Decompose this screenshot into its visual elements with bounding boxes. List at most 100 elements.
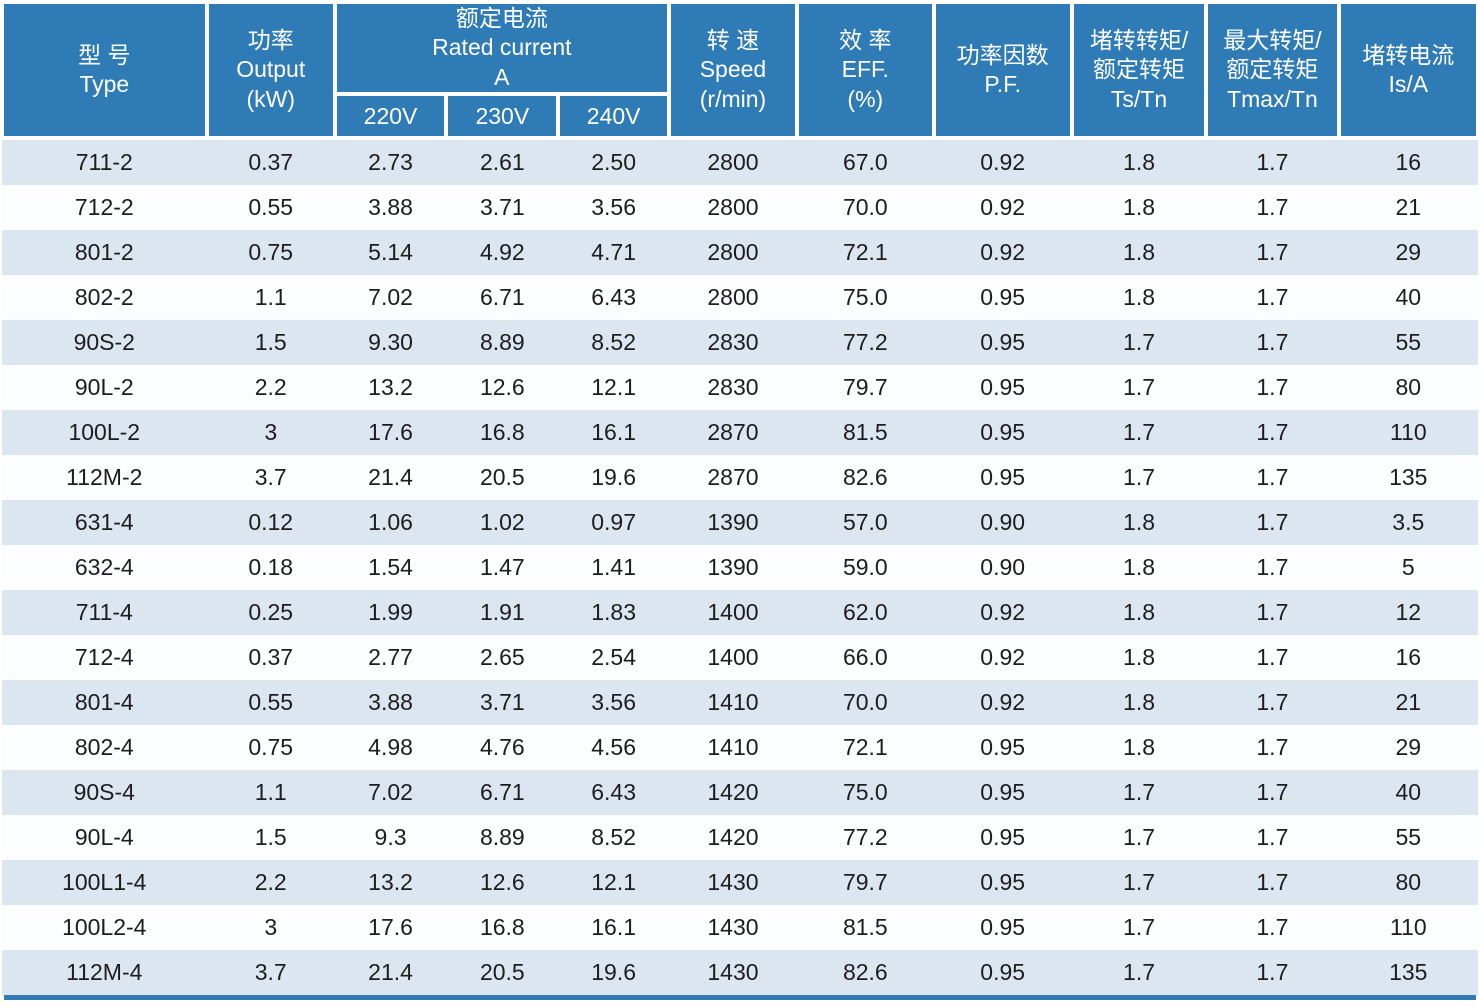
- cell-value: 3.88: [368, 689, 413, 716]
- cell-value: 7.02: [368, 284, 413, 311]
- cell-value: 12.6: [479, 869, 525, 896]
- header-is-a-zh: 堵转电流: [1362, 41, 1455, 68]
- cell-value: 0.95: [980, 779, 1026, 806]
- table-row: 100L-2 3 17.6 16.8 16.1 2870 81.5 0.95 1.7 1.7 110: [2, 410, 1478, 456]
- cell-value: 1.8: [1123, 194, 1156, 221]
- cell-value: 66.0: [842, 644, 888, 671]
- cell-value: 82.6: [842, 959, 888, 986]
- table-row: 90L-2 2.2 13.2 12.6 12.1 2830 79.7 0.95 1.7 1.7 80: [2, 365, 1478, 411]
- cell-type: 100L-2: [68, 419, 141, 446]
- cell-type: 632-4: [74, 554, 134, 581]
- cell-value: 1.7: [1256, 914, 1289, 941]
- cell-value: 0.95: [980, 419, 1026, 446]
- cell-value: 0.55: [248, 689, 294, 716]
- cell-value: 1430: [707, 959, 759, 986]
- cell-value: 16: [1395, 149, 1422, 176]
- cell-value: 70.0: [842, 689, 888, 716]
- cell-value: 1.83: [591, 599, 637, 626]
- cell-value: 8.89: [479, 824, 525, 851]
- header-tmax-tn-zh1: 最大转矩/: [1223, 27, 1322, 53]
- cell-value: 0.95: [980, 959, 1026, 986]
- cell-value: 1.7: [1256, 824, 1289, 851]
- cell-value: 12.6: [479, 374, 525, 401]
- cell-type: 112M-4: [66, 959, 143, 986]
- cell-value: 20.5: [479, 464, 525, 491]
- cell-value: 9.3: [374, 824, 407, 851]
- cell-type: 90S-2: [73, 329, 135, 356]
- header-ts-tn-zh2: 额定转矩: [1093, 56, 1186, 83]
- cell-value: 0.92: [980, 599, 1026, 626]
- cell-value: 81.5: [842, 419, 888, 446]
- cell-value: 2.61: [479, 149, 525, 176]
- cell-value: 1.7: [1256, 734, 1289, 761]
- cell-value: 0.25: [248, 599, 294, 626]
- cell-value: 29: [1395, 734, 1422, 761]
- header-cell-pf: 功率因数 P.F.: [931, 0, 1074, 141]
- cell-value: 0.92: [980, 239, 1026, 266]
- cell-value: 1410: [707, 734, 759, 761]
- header-cell-240v: 240V: [556, 92, 671, 141]
- cell-value: 3.56: [591, 689, 637, 716]
- cell-value: 1.7: [1256, 959, 1289, 986]
- header-cell-is-a: 堵转电流 Is/A: [1336, 0, 1480, 141]
- cell-value: 55: [1395, 329, 1422, 356]
- cell-value: 1.91: [479, 599, 525, 626]
- cell-value: 80: [1395, 869, 1422, 896]
- cell-value: 0.97: [591, 509, 637, 536]
- cell-value: 72.1: [842, 734, 888, 761]
- cell-value: 1420: [707, 779, 759, 806]
- table-row: 90S-2 1.5 9.30 8.89 8.52 2830 77.2 0.95 1.7 1.7 55: [2, 320, 1478, 366]
- cell-value: 3: [264, 914, 278, 941]
- cell-type: 100L1-4: [62, 869, 147, 896]
- table-row: 100L1-4 2.2 13.2 12.6 12.1 1430 79.7 0.95 1.7 1.7…: [2, 860, 1478, 906]
- cell-value: 2.77: [368, 644, 413, 671]
- cell-type: 802-2: [74, 284, 134, 311]
- cell-value: 79.7: [842, 374, 888, 401]
- header-tmax-tn-zh2: 额定转矩: [1226, 56, 1319, 83]
- header-cell-eff: 效 率 EFF. (%): [795, 0, 936, 141]
- cell-value: 0.90: [980, 509, 1026, 536]
- cell-value: 1.7: [1256, 149, 1289, 176]
- cell-value: 12.1: [591, 374, 637, 401]
- cell-value: 77.2: [842, 824, 888, 851]
- cell-value: 1.7: [1256, 239, 1289, 266]
- cell-value: 19.6: [591, 464, 637, 491]
- header-rated-current-zh: 额定电流: [455, 5, 548, 31]
- cell-value: 1.54: [368, 554, 413, 581]
- cell-value: 0.95: [980, 914, 1026, 941]
- header-pf-zh: 功率因数: [956, 41, 1049, 68]
- cell-value: 110: [1389, 419, 1427, 446]
- cell-value: 21.4: [368, 959, 413, 986]
- table-body: 711-2 0.37 2.73 2.61 2.50 2800 67.0 0.92 1.8 1.7 1…: [2, 138, 1478, 996]
- cell-value: 8.89: [479, 329, 525, 356]
- cell-value: 21.4: [368, 464, 413, 491]
- cell-value: 1.7: [1123, 779, 1156, 806]
- cell-value: 59.0: [842, 554, 888, 581]
- table-row: 112M-4 3.7 21.4 20.5 19.6 1430 82.6 0.95 1.7 1.7 1…: [2, 950, 1478, 996]
- cell-value: 12.1: [591, 869, 637, 896]
- cell-value: 2.73: [368, 149, 413, 176]
- cell-value: 0.95: [980, 869, 1026, 896]
- cell-value: 6.71: [479, 284, 525, 311]
- cell-value: 1.7: [1256, 869, 1289, 896]
- cell-value: 0.95: [980, 824, 1026, 851]
- cell-value: 1.8: [1123, 644, 1156, 671]
- cell-value: 1.7: [1256, 779, 1289, 806]
- cell-value: 12: [1395, 599, 1422, 626]
- cell-value: 1.7: [1123, 914, 1156, 941]
- cell-type: 712-2: [74, 194, 134, 221]
- cell-value: 0.92: [980, 644, 1026, 671]
- cell-value: 0.90: [980, 554, 1026, 581]
- table-row: 802-2 1.1 7.02 6.71 6.43 2800 75.0 0.95 1.8 1.7 40: [2, 275, 1478, 321]
- cell-value: 0.92: [980, 689, 1026, 716]
- cell-value: 2800: [707, 149, 759, 176]
- cell-type: 711-2: [75, 149, 133, 176]
- cell-value: 57.0: [842, 509, 888, 536]
- cell-value: 1.7: [1256, 509, 1289, 536]
- table-row: 90L-4 1.5 9.3 8.89 8.52 1420 77.2 0.95 1.7 1.7 55: [2, 815, 1478, 861]
- cell-value: 16.1: [591, 914, 637, 941]
- cell-type: 801-2: [74, 239, 134, 266]
- cell-value: 17.6: [368, 419, 413, 446]
- cell-value: 1.7: [1256, 599, 1289, 626]
